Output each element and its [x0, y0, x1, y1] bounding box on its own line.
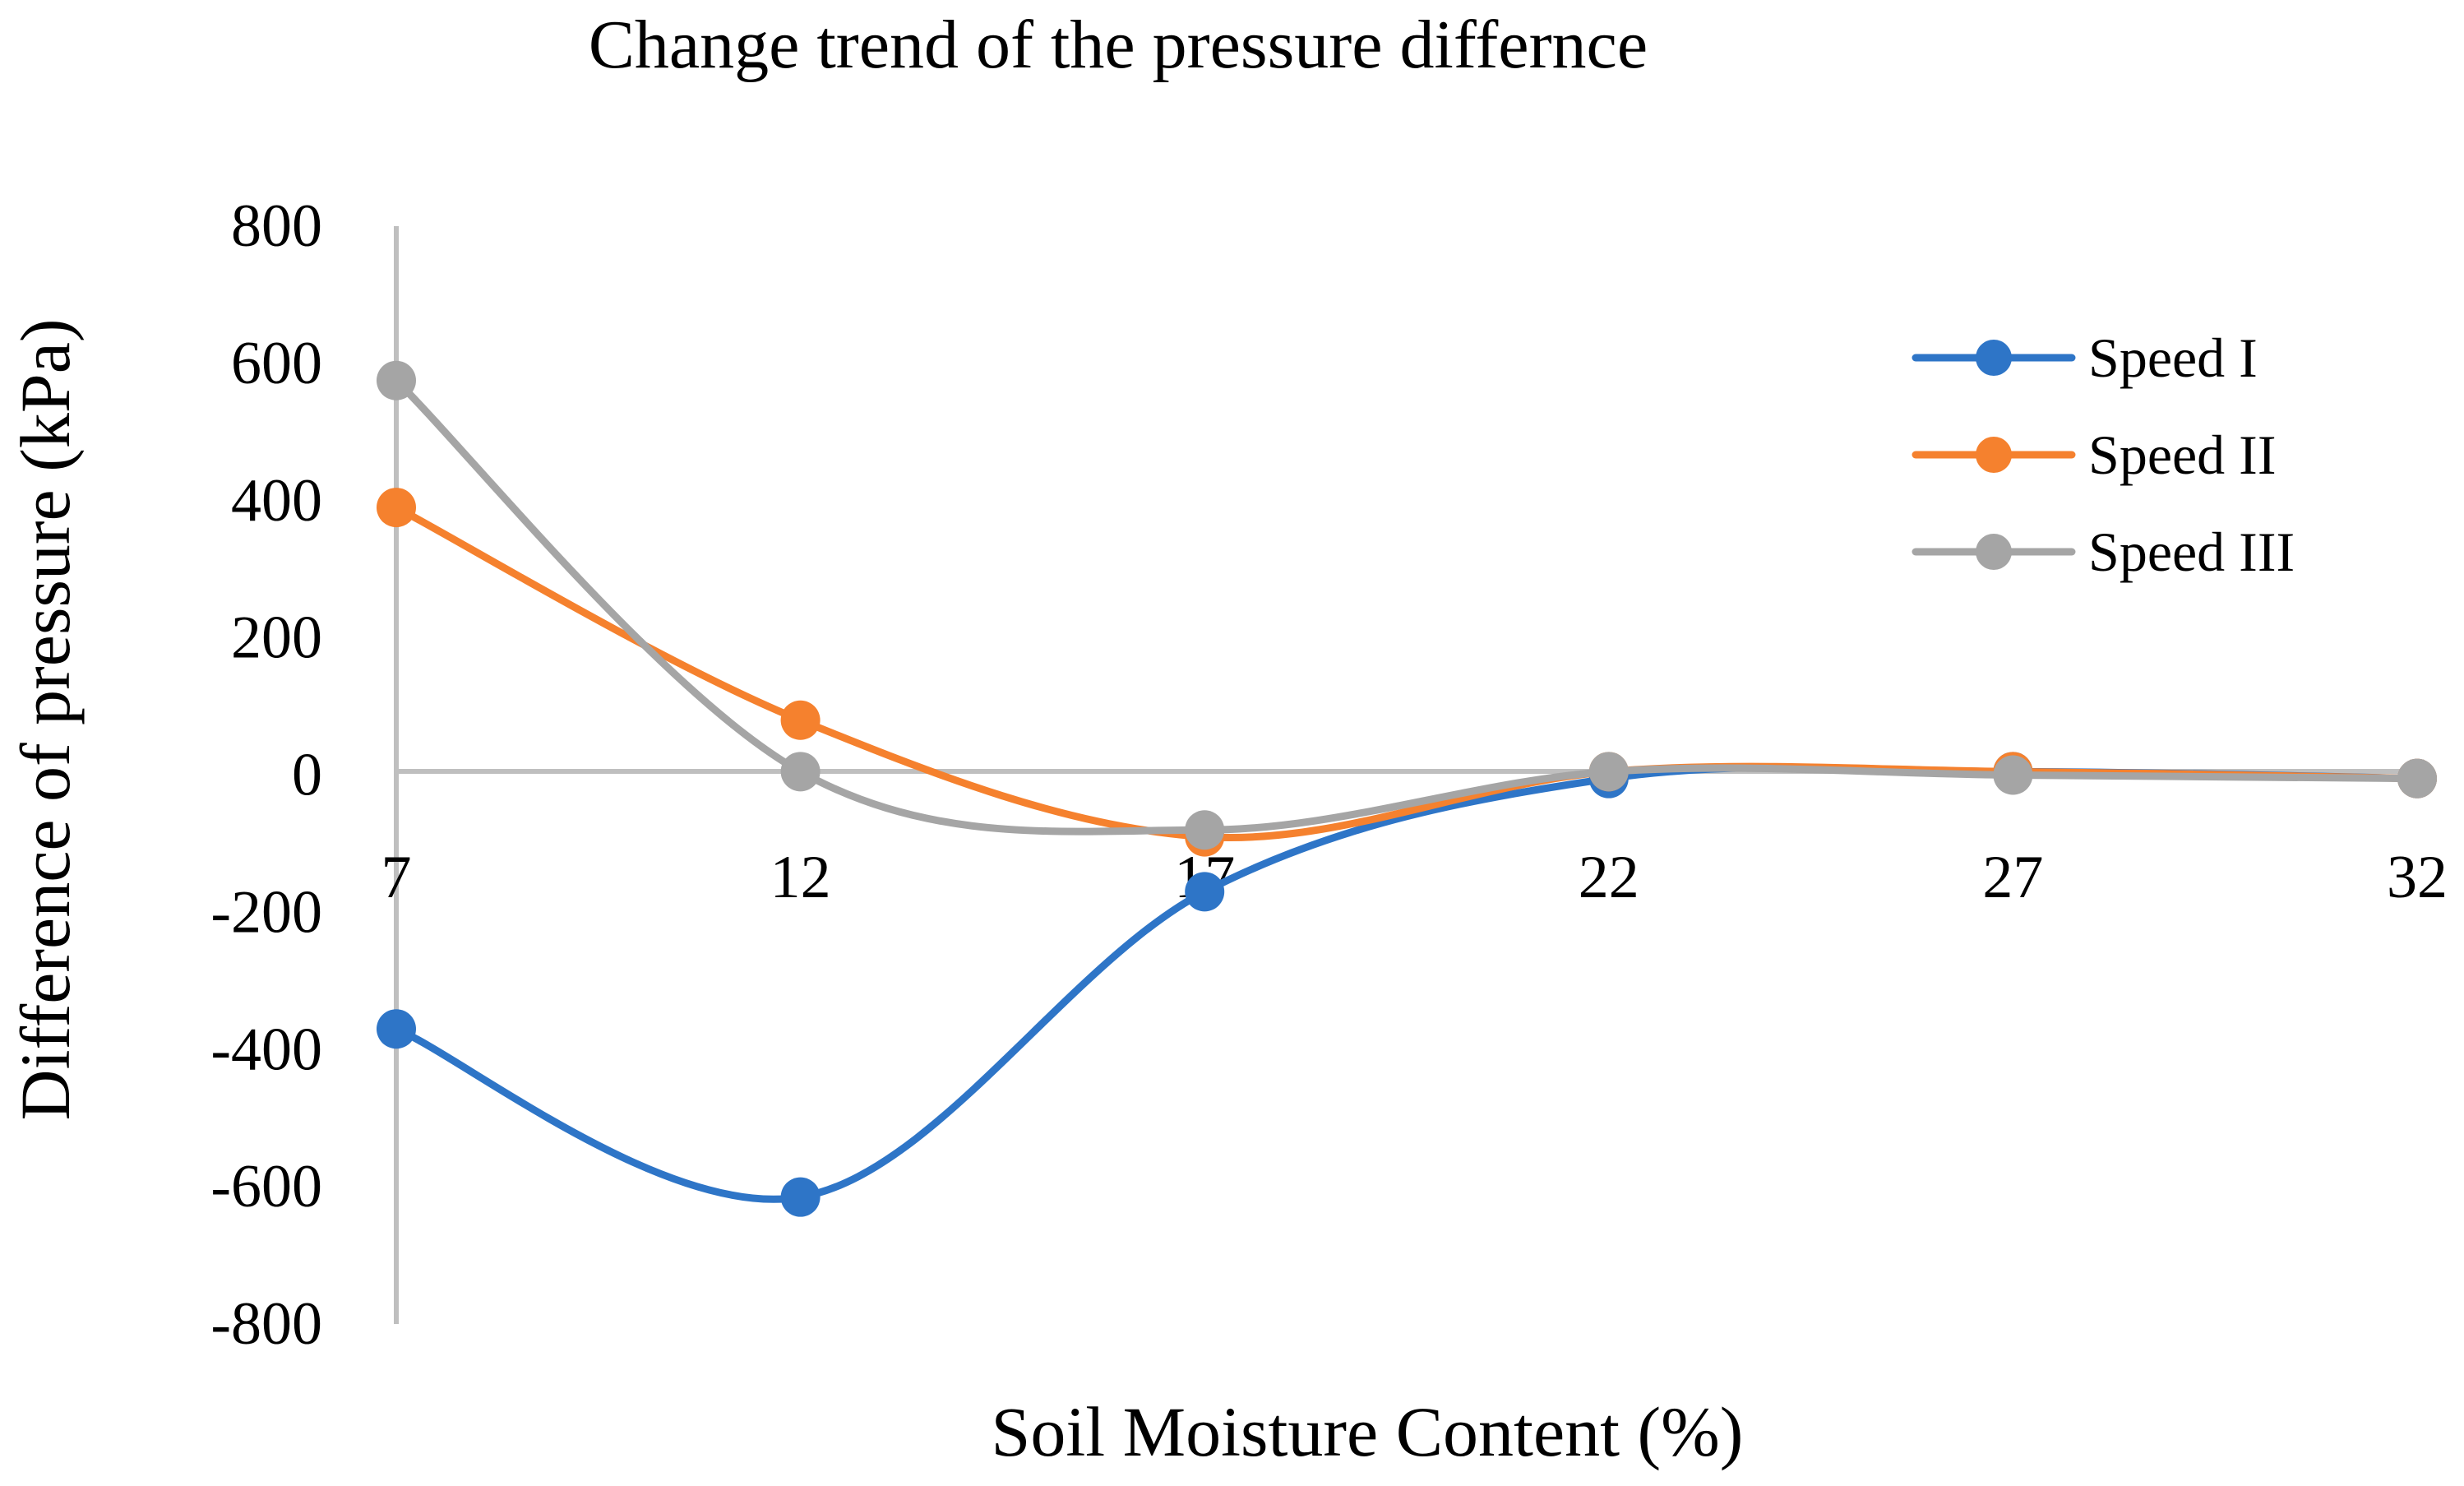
legend-marker [1976, 437, 2012, 473]
legend: Speed I Speed II Speed III [1912, 326, 2295, 583]
x-tick-label: 27 [1982, 844, 2043, 911]
y-axis-label: Difference of pressure (kPa) [6, 318, 85, 1120]
data-point-speed-iii [780, 752, 821, 792]
data-point-speed-i [377, 1009, 416, 1049]
y-tick-label: 600 [231, 330, 322, 397]
x-tick-label: 12 [770, 844, 831, 911]
x-tick-label: 32 [2387, 844, 2448, 911]
x-axis-label: Soil Moisture Content (%) [992, 1392, 1744, 1471]
y-tick-label: 200 [231, 604, 322, 672]
y-tick-label: 400 [231, 467, 322, 535]
data-point-speed-iii [1993, 755, 2033, 795]
y-tick-label: -200 [210, 878, 322, 946]
x-tick-label: 22 [1579, 844, 1639, 911]
series-group [377, 360, 2437, 1217]
data-point-speed-i [780, 1177, 821, 1217]
data-point-speed-iii [377, 360, 416, 400]
legend-marker [1976, 534, 2012, 570]
data-point-speed-ii [377, 488, 416, 528]
series-line-speed-iii [392, 377, 2421, 836]
y-tick-label: 0 [292, 742, 322, 809]
y-tick-label: -600 [210, 1153, 322, 1220]
legend-item-speed-i: Speed I [1912, 326, 2258, 389]
legend-label: Speed III [2088, 521, 2295, 583]
series-line-speed-i [392, 763, 2421, 1203]
y-tick-labels: 800 600 400 200 0 -200 -400 -600 -800 [210, 192, 322, 1358]
legend-marker [1976, 340, 2012, 376]
legend-label: Speed I [2088, 326, 2258, 389]
series-speed-iii [377, 360, 2437, 850]
series-speed-i [377, 752, 2437, 1217]
data-point-speed-iii [1185, 810, 1225, 850]
legend-item-speed-iii: Speed III [1912, 521, 2295, 583]
chart-title: Change trend of the pressure differnce [589, 7, 1648, 83]
y-tick-label: -800 [210, 1290, 322, 1358]
legend-label: Speed II [2088, 424, 2276, 486]
x-tick-labels: 71217222732 [381, 844, 2448, 911]
data-point-speed-iii [2397, 758, 2437, 799]
legend-item-speed-ii: Speed II [1912, 424, 2276, 486]
x-tick-label: 7 [381, 844, 412, 911]
y-tick-label: -400 [210, 1016, 322, 1083]
y-tick-label: 800 [231, 192, 322, 260]
data-point-speed-iii [1588, 752, 1629, 792]
data-point-speed-ii [780, 700, 821, 740]
data-point-speed-i [1185, 872, 1225, 912]
